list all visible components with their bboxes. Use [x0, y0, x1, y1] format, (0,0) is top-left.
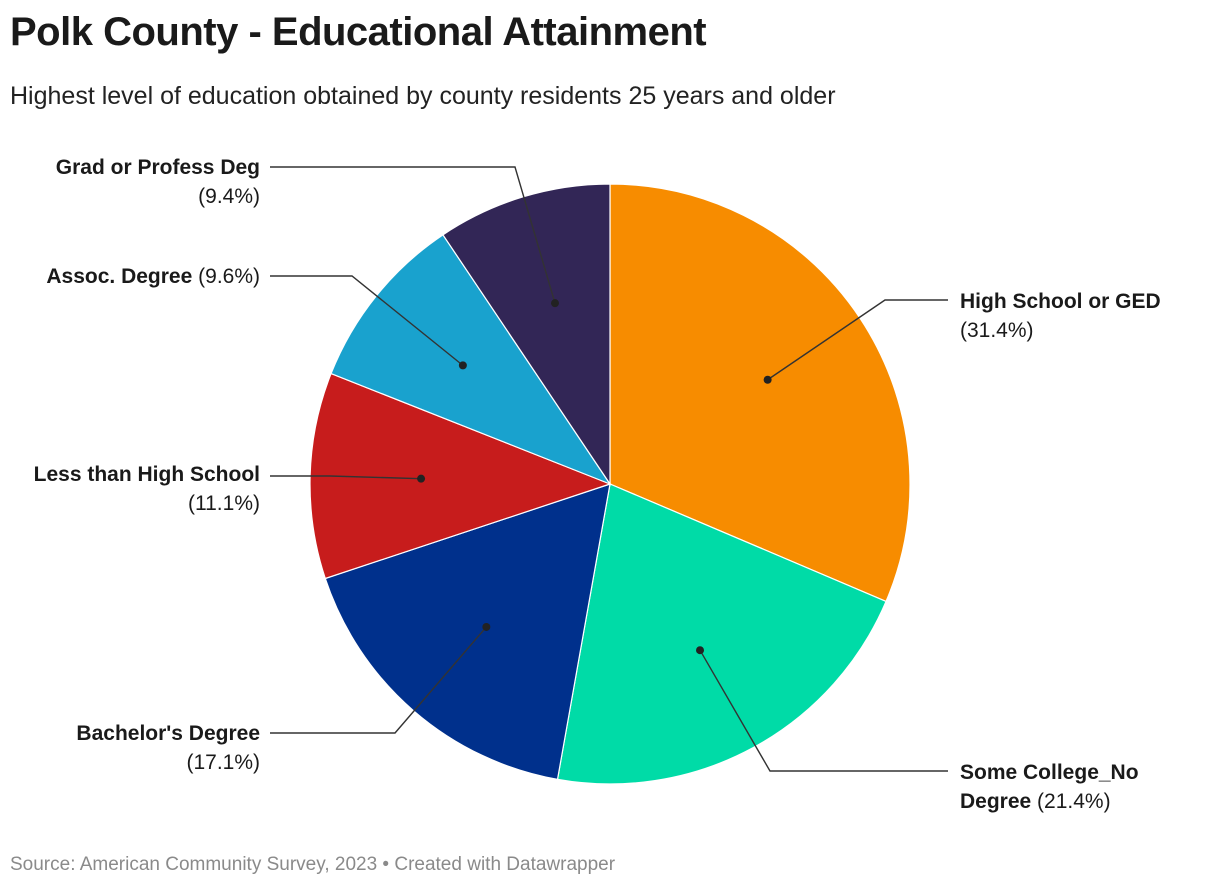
label-name-grad-or-profess-deg: Grad or Profess Deg [55, 156, 260, 179]
leader-line-some-college-no-degree [699, 649, 948, 772]
label-value-assoc-degree: (9.6%) [198, 265, 260, 288]
label-less-than-high-school: Less than High School (11.1%) [34, 460, 260, 518]
label-value-grad-or-profess-deg: (9.4%) [198, 185, 260, 208]
leader-dot-bachelor-s-degree [482, 622, 491, 631]
label-assoc-degree: Assoc. Degree (9.6%) [46, 262, 260, 291]
leader-dot-some-college-no-degree [696, 646, 705, 655]
leader-line-grad-or-profess-deg [270, 166, 556, 304]
leader-dot-high-school-or-ged [763, 375, 772, 384]
label-value-less-than-high-school: (11.1%) [188, 492, 260, 515]
label-value-high-school-or-ged: (31.4%) [960, 319, 1034, 342]
leader-dot-grad-or-profess-deg [550, 299, 559, 308]
label-name-less-than-high-school: Less than High School [33, 463, 260, 486]
label-name-high-school-or-ged: High School or GED [960, 290, 1161, 313]
label-name-some-college-no-degree: Some College_No Degree [960, 761, 1139, 813]
label-grad-or-profess-deg: Grad or Profess Deg (9.4%) [56, 153, 260, 211]
leader-dot-less-than-high-school [417, 474, 426, 483]
leader-dot-assoc-degree [458, 361, 467, 370]
label-some-college-no-degree: Some College_No Degree (21.4%) [960, 758, 1175, 816]
source-note: Source: American Community Survey, 2023 … [10, 854, 616, 875]
chart-subtitle: Highest level of education obtained by c… [10, 82, 836, 110]
label-name-bachelors-degree: Bachelor's Degree [76, 722, 260, 745]
chart-title: Polk County - Educational Attainment [10, 10, 707, 54]
pie-slice-some-college-no-degree [556, 483, 887, 785]
leader-line-less-than-high-school [270, 475, 422, 480]
leader-line-high-school-or-ged [767, 299, 948, 381]
leader-lines [270, 166, 948, 772]
label-name-assoc-degree: Assoc. Degree [46, 265, 193, 288]
label-high-school-or-ged: High School or GED (31.4%) [960, 287, 1161, 345]
pie-slice-grad-or-profess-deg [442, 183, 611, 486]
label-value-some-college-no-degree: (21.4%) [1037, 790, 1111, 813]
label-value-bachelors-degree: (17.1%) [186, 751, 260, 774]
pie-slice-high-school-or-ged [609, 183, 911, 603]
pie-slices [309, 183, 911, 785]
leader-line-bachelor-s-degree [270, 626, 487, 734]
label-bachelors-degree: Bachelor's Degree (17.1%) [76, 719, 260, 777]
leader-line-assoc-degree [270, 275, 464, 366]
